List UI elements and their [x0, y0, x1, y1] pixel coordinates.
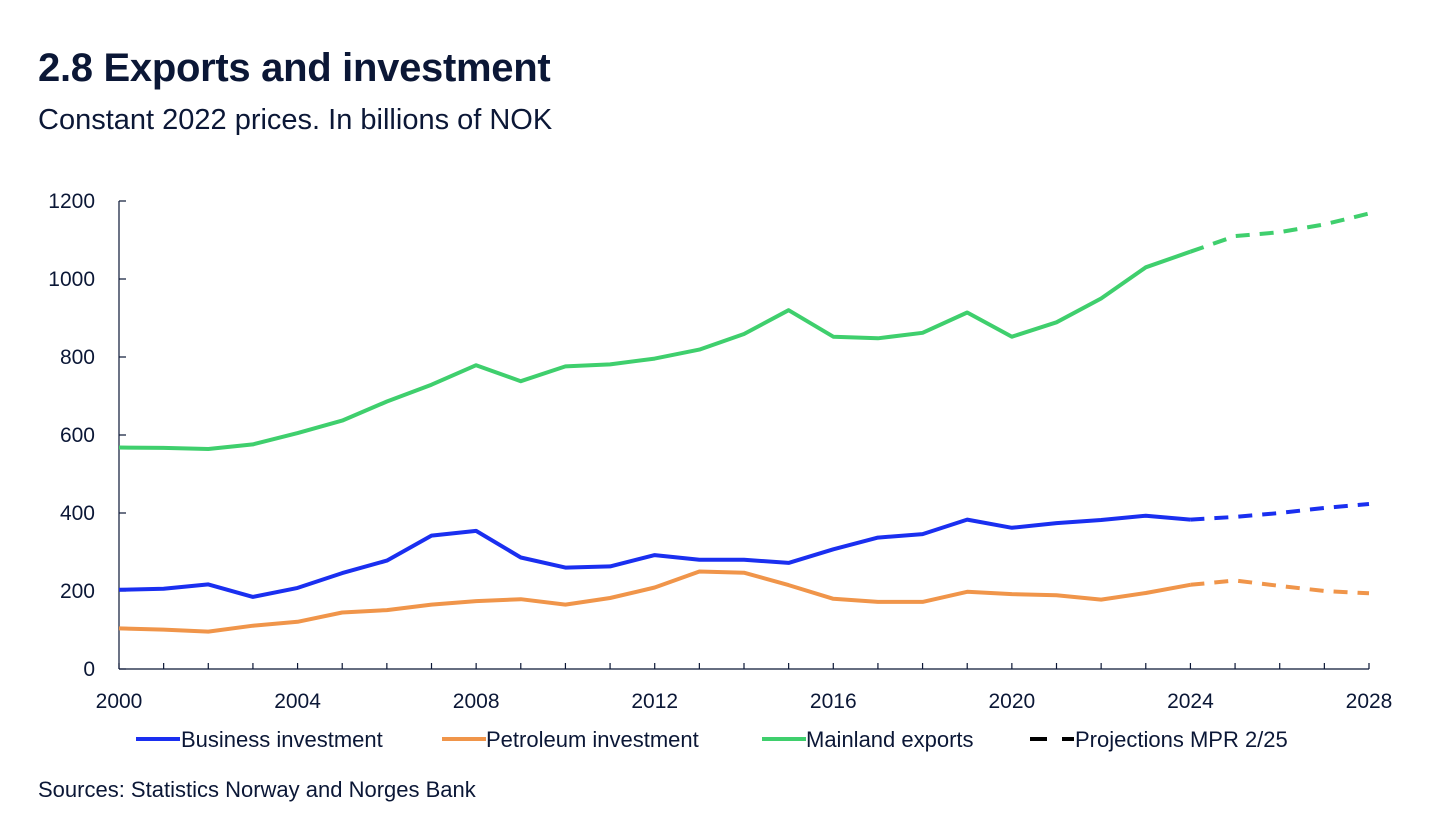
x-tick-label: 2008 — [453, 690, 500, 713]
y-tick-label: 200 — [60, 580, 95, 603]
y-tick-label: 0 — [83, 658, 95, 681]
chart-subtitle: Constant 2022 prices. In billions of NOK — [38, 104, 553, 136]
x-tick-label: 2024 — [1167, 690, 1214, 713]
y-tick-label: 800 — [60, 346, 95, 369]
legend-label-business: Business investment — [181, 727, 383, 752]
chart-axes: 0 200 400 600 800 1000 1200 2000 2004 2008 2012 201… — [48, 190, 1392, 713]
y-tick-label: 1200 — [48, 190, 95, 213]
y-tick-label: 1000 — [48, 268, 95, 291]
business-historical-line — [118, 513, 1191, 599]
chart-title: 2.8 Exports and investment — [38, 46, 551, 90]
legend-label-mainland: Mainland exports — [806, 727, 974, 752]
mainland-projection-line — [1189, 211, 1370, 254]
source-note: Sources: Statistics Norway and Norges Ba… — [38, 777, 476, 802]
business-projection-line — [1190, 502, 1370, 522]
chart-legend: Business investment Petroleum investment M… — [136, 727, 1288, 752]
x-tick-label: 2020 — [988, 690, 1035, 713]
legend-label-projection_legend: Projections MPR 2/25 — [1075, 727, 1288, 752]
y-tick-label: 400 — [60, 502, 95, 525]
x-tick-label: 2012 — [631, 690, 678, 713]
petroleum-historical-line — [118, 569, 1191, 634]
x-tick-label: 2028 — [1346, 690, 1393, 713]
legend-label-petroleum: Petroleum investment — [486, 727, 699, 752]
x-tick-label: 2016 — [810, 690, 857, 713]
chart-series — [118, 211, 1370, 634]
mainland-historical-line — [118, 249, 1192, 451]
petroleum-projection-line — [1190, 578, 1370, 596]
x-tick-label: 2004 — [274, 690, 321, 713]
x-tick-label: 2000 — [96, 690, 143, 713]
y-tick-label: 600 — [60, 424, 95, 447]
